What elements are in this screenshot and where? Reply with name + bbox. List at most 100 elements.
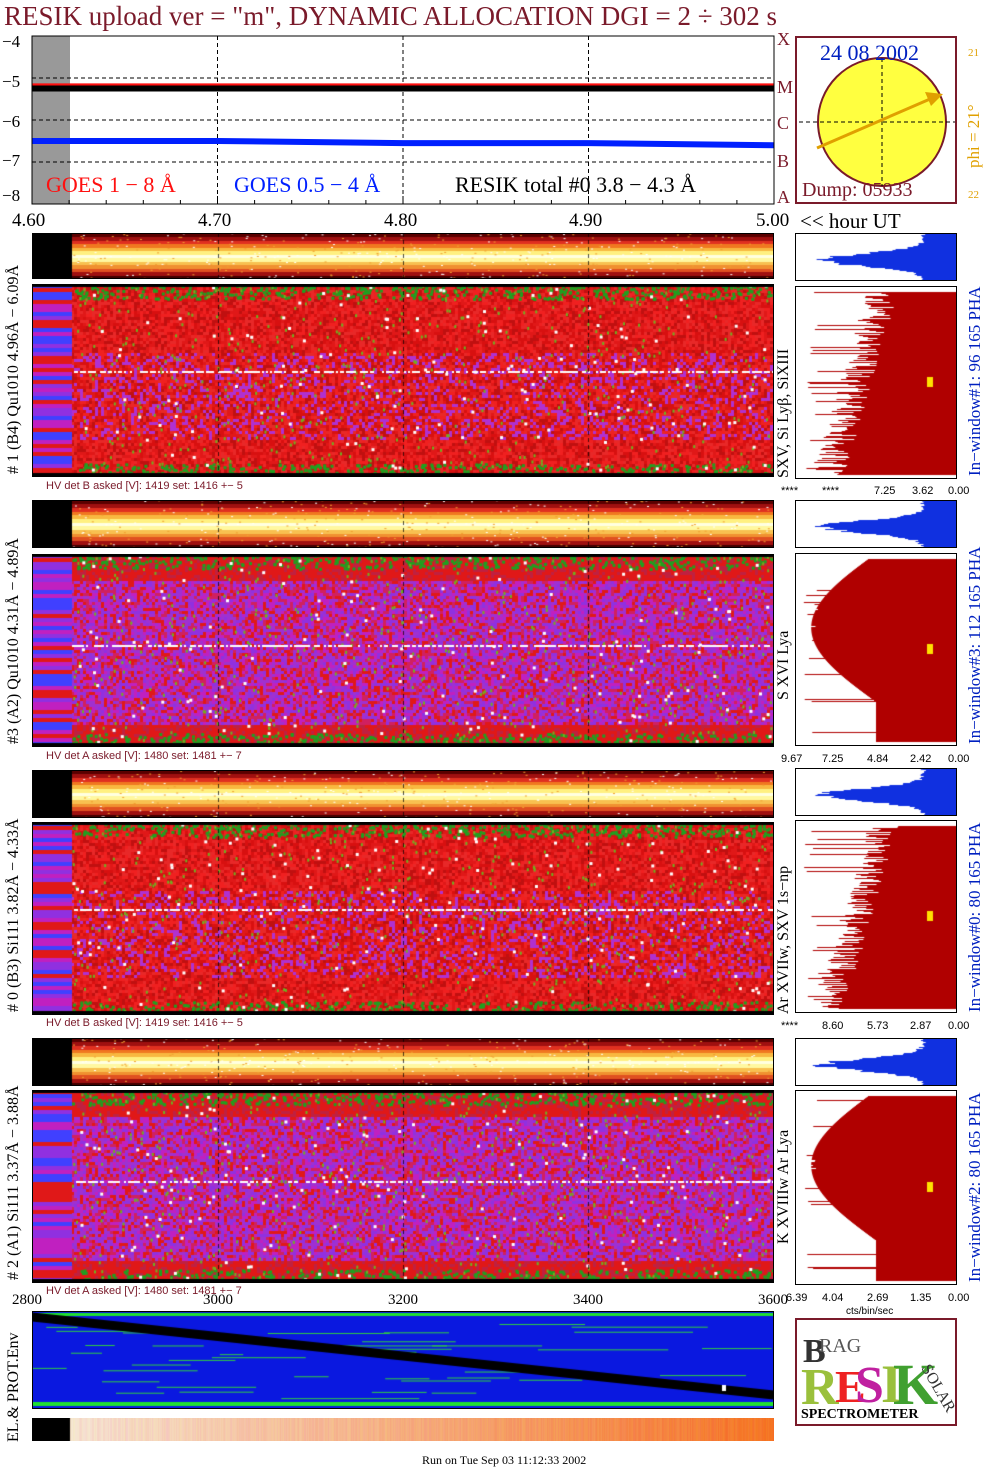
- goes-ytick: −5: [2, 72, 21, 91]
- pha-histogram-d2: [795, 1038, 957, 1086]
- hist-tick-d2: 0.00: [948, 1292, 970, 1304]
- series-point-1: [217, 140, 218, 142]
- x-unit-label: << hour UT: [800, 209, 901, 233]
- svg-text:S: S: [855, 1357, 884, 1414]
- phi-label: phi = 21°: [964, 104, 983, 168]
- series-point-2: [402, 88, 404, 89]
- phi-bottom: 22: [968, 189, 979, 201]
- hv-readout-d2: HV det A asked [V]: 1480 set: 1481 +− 7: [46, 1285, 242, 1297]
- hist-tick-d1: 3.62: [912, 485, 934, 497]
- hist-tick-d3: 2.42: [910, 753, 932, 765]
- line-label-d2: K XVIIIw Ar Lya: [775, 1129, 792, 1244]
- hv-readout-d3: HV det A asked [V]: 1480 set: 1481 +− 7: [46, 750, 242, 762]
- channel-label-d2: # 2 (A1) Si111 3.37Å − 3.88Å: [5, 1085, 22, 1281]
- flare-class-m: M: [777, 77, 794, 97]
- phi-top: 21: [968, 47, 979, 59]
- flare-class-x: X: [777, 29, 790, 49]
- series-point-1: [588, 142, 589, 144]
- goes-legend-red: GOES 1 − 8 Å: [46, 172, 176, 197]
- spectrum-histogram-d1: [795, 286, 957, 479]
- spectrogram-d2: [32, 1090, 774, 1283]
- goes-ytick: −8: [2, 186, 21, 205]
- goes-xtick: 4.60: [12, 210, 46, 231]
- logo-graphic: B RAG R E S I K SOLAR: [801, 1333, 955, 1417]
- channel-label-d0: # 0 (B3) Si111 3.82Å − 4.33Å: [5, 818, 22, 1012]
- goes-legend-blue: GOES 0.5 − 4 Å: [234, 172, 381, 197]
- spectrum-histogram-d3: [795, 553, 957, 746]
- svg-text:E: E: [835, 1361, 866, 1412]
- hist-tick-d1: ****: [781, 485, 799, 497]
- goes-ytick: −7: [2, 151, 21, 170]
- bottom-xtick: 3600: [758, 1292, 788, 1308]
- series-point-2: [217, 88, 218, 89]
- footer-run-info: Run on Tue Sep 03 11:12:33 2002: [422, 1453, 587, 1467]
- pha-histogram-d3: [795, 500, 957, 548]
- goes-xtick: 4.70: [198, 210, 232, 231]
- line-label-d1: SXV, Si Lyβ, SiXIII: [775, 348, 792, 478]
- goes-ytick: −6: [2, 112, 21, 131]
- page-title: RESIK upload ver = "m", DYNAMIC ALLOCATI…: [4, 1, 778, 31]
- hist-tick-d3: 0.00: [948, 753, 970, 765]
- env-label: EL.& PROT.Env: [5, 1332, 22, 1442]
- hist-tick-d3: 9.67: [781, 753, 803, 765]
- svg-text:B: B: [803, 1333, 826, 1370]
- resik-legend-black: RESIK total #0 3.8 − 4.3 Å: [455, 172, 696, 197]
- series-point-2: [588, 88, 589, 89]
- spectrogram-d0: [32, 822, 774, 1015]
- environment-panel: [32, 1311, 774, 1409]
- dump-label: Dump: 05933: [802, 179, 913, 201]
- hist-tick-d2: 6.39: [786, 1292, 808, 1304]
- goes-plot: [31, 35, 775, 205]
- hist-tick-d0: ****: [781, 1020, 799, 1032]
- bottom-xtick: 3000: [203, 1292, 233, 1308]
- sun-panel: [795, 36, 957, 204]
- channel-label-d3: #3 (A2) Qu1010 4.31Å − 4.89Å: [5, 538, 22, 744]
- pha-strip-d2: [32, 1038, 774, 1086]
- hist-tick-d0: 8.60: [822, 1020, 844, 1032]
- hist-tick-d1: 7.25: [874, 485, 896, 497]
- goes-xtick: 4.90: [569, 210, 603, 231]
- pha-strip-d3: [32, 500, 774, 548]
- flare-class-c: C: [777, 113, 790, 133]
- bottom-xtick: 3400: [573, 1292, 603, 1308]
- flare-class-b: B: [777, 151, 790, 171]
- spectrum-histogram-d0: [795, 820, 957, 1013]
- hist-tick-d1: 0.00: [948, 485, 970, 497]
- spectrogram-d3: [32, 554, 774, 747]
- hist-tick-d0: 0.00: [948, 1020, 970, 1032]
- logo-word: SPECTROMETER: [801, 1407, 919, 1422]
- series-point-1: [402, 142, 404, 144]
- hist-unit: cts/bin/sec: [846, 1306, 894, 1317]
- hist-tick-d2: 2.69: [867, 1292, 889, 1304]
- bottom-xtick: 3200: [388, 1292, 418, 1308]
- hv-readout-d1: HV det B asked [V]: 1419 set: 1416 +− 5: [46, 480, 243, 492]
- bottom-xtick: 2800: [12, 1292, 42, 1308]
- pha-histogram-d0: [795, 768, 957, 816]
- hist-tick-d0: 5.73: [867, 1020, 889, 1032]
- hist-tick-d2: 1.35: [910, 1292, 932, 1304]
- window-label-d1: In−window#1: 96 165 PHA: [965, 286, 984, 476]
- svg-text:K: K: [893, 1352, 938, 1417]
- pha-histogram-d1: [795, 233, 957, 281]
- pha-strip-d0: [32, 770, 774, 818]
- resik-logo: B RAG R E S I K SOLAR SPECTROMETER: [795, 1318, 957, 1426]
- window-label-d0: In−window#0: 80 165 PHA: [965, 822, 984, 1012]
- goes-xtick: 4.80: [384, 210, 418, 231]
- svg-text:I: I: [881, 1354, 902, 1414]
- window-label-d3: In−window#3: 112 165 PHA: [965, 546, 984, 744]
- hist-tick-d3: 4.84: [867, 753, 889, 765]
- line-label-d0: Ar XVIIw, SXV 1s−np: [775, 865, 792, 1014]
- goes-xtick: 5.00: [756, 210, 790, 231]
- spectrogram-d1: [32, 284, 774, 477]
- hist-tick-d3: 7.25: [822, 753, 844, 765]
- flare-class-a: A: [777, 187, 790, 207]
- sun-date: 24 08 2002: [820, 40, 919, 65]
- hist-tick-d0: 2.87: [910, 1020, 932, 1032]
- bottom-strip: [32, 1418, 774, 1441]
- pha-strip-d1: [32, 233, 774, 279]
- hist-tick-d1: ****: [822, 485, 840, 497]
- window-label-d2: In−window#2: 80 165 PHA: [965, 1092, 984, 1282]
- channel-label-d1: # 1 (B4) Qu1010 4.96Å − 6.09Å: [5, 264, 22, 474]
- goes-ytick: −4: [2, 32, 21, 51]
